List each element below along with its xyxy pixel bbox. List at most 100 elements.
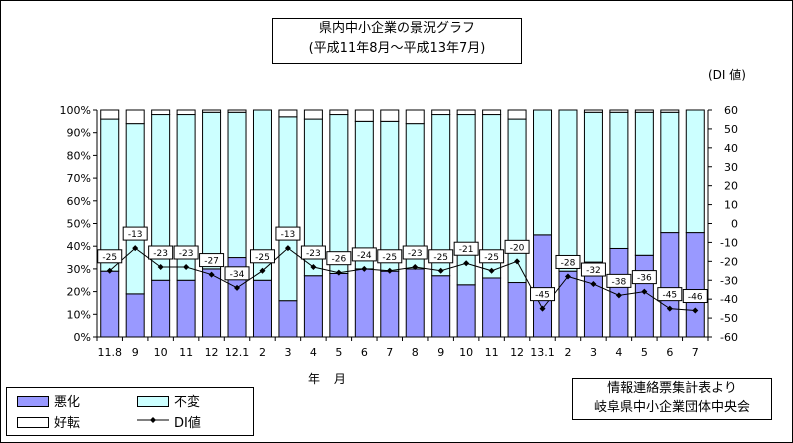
di-label-box (326, 251, 352, 266)
x-tick-label: 5 (641, 346, 648, 359)
bar-good (176, 109, 196, 116)
x-tick-label: 11 (485, 346, 499, 359)
di-point (463, 260, 470, 267)
di-data-label: -32 (586, 266, 601, 276)
di-label-box (122, 226, 148, 241)
di-point (564, 273, 571, 280)
di-label-box (275, 226, 301, 241)
di-data-label: -13 (281, 230, 296, 240)
bar-unchanged (507, 118, 527, 284)
bar-good (202, 109, 222, 113)
bar-unchanged (202, 111, 222, 270)
di-label-box (97, 249, 123, 264)
di-point (310, 264, 317, 271)
di-point (183, 264, 190, 271)
bar-unchanged (227, 111, 247, 259)
di-point (412, 264, 419, 271)
right-tick-label: 50 (724, 123, 738, 136)
bar-good (660, 109, 680, 113)
bar-bad (278, 300, 298, 338)
bar-unchanged (329, 114, 349, 274)
bar-unchanged (278, 116, 298, 302)
left-tick-label: 40% (67, 240, 91, 253)
bar-bad (533, 234, 553, 338)
di-point (106, 267, 113, 274)
bar-good (405, 109, 425, 125)
right-tick-label: -30 (720, 274, 738, 287)
legend-label-unchanged: 不変 (174, 395, 201, 410)
di-point (284, 245, 291, 252)
bar-bad (405, 268, 425, 338)
bar-bad (507, 282, 527, 338)
x-tick-label: 7 (692, 346, 699, 359)
bar-unchanged (634, 111, 654, 256)
di-data-label: -24 (357, 251, 372, 261)
bar-bad (354, 268, 374, 338)
bar-good (354, 109, 374, 122)
left-tick-label: 30% (67, 263, 91, 276)
di-label-box (377, 249, 403, 264)
di-label-box (224, 266, 250, 281)
di-line (109, 247, 696, 312)
x-tick-label: 2 (564, 346, 571, 359)
bar-unchanged (558, 109, 578, 272)
bar-bad (685, 232, 705, 338)
chart-title: 県内中小企業の景況グラフ (平成11年8月～平成13年7月) (272, 18, 522, 64)
x-tick-label: 10 (459, 346, 473, 359)
bar-unchanged (252, 109, 272, 281)
bar-bad (660, 232, 680, 338)
x-tick-label: 4 (615, 346, 622, 359)
di-data-label: -23 (179, 249, 194, 259)
di-point (666, 305, 673, 312)
right-axis-unit-label: (DI 値) (708, 68, 746, 82)
bar-good (456, 109, 476, 116)
x-axis-unit-label: 年 月 (308, 372, 346, 386)
left-tick-label: 100% (60, 104, 91, 117)
right-tick-label: -50 (720, 312, 738, 325)
di-data-label: -45 (662, 291, 677, 301)
di-label-box (148, 245, 174, 260)
di-point (234, 284, 241, 291)
title-line-2: (平成11年8月～平成13年7月) (308, 41, 486, 56)
bar-bad (482, 277, 502, 338)
di-label-box (530, 287, 556, 302)
bar-good (634, 109, 654, 113)
left-tick-label: 70% (67, 172, 91, 185)
bar-unchanged (583, 111, 603, 263)
di-data-label: -26 (332, 255, 347, 265)
x-tick-label: 9 (132, 346, 139, 359)
x-tick-label: 11.8 (97, 346, 122, 359)
bar-good (583, 109, 603, 113)
bar-good (329, 109, 349, 116)
bar-good (482, 109, 502, 116)
di-point (514, 258, 521, 265)
di-label-box (249, 249, 275, 264)
x-tick-label: 8 (412, 346, 419, 359)
di-label-box (504, 239, 530, 254)
bar-unchanged (354, 120, 374, 270)
left-tick-label: 20% (67, 286, 91, 299)
left-tick-label: 50% (67, 218, 91, 231)
x-tick-label: 12.1 (225, 346, 250, 359)
di-data-label: -27 (204, 257, 219, 267)
bar-good (151, 109, 171, 116)
left-tick-label: 90% (67, 127, 91, 140)
di-point (386, 267, 393, 274)
legend-label-di: DI値 (174, 416, 201, 431)
bar-unchanged (100, 118, 120, 272)
bar-bad (202, 268, 222, 338)
di-data-label: -23 (408, 249, 423, 259)
x-tick-label: 4 (310, 346, 317, 359)
x-tick-label: 10 (154, 346, 168, 359)
right-tick-label: 40 (724, 142, 738, 155)
di-data-label: -25 (484, 253, 499, 263)
bar-unchanged (609, 111, 629, 249)
right-tick-label: -20 (720, 255, 738, 268)
di-point (132, 245, 139, 252)
bar-good (100, 109, 120, 120)
di-point (590, 281, 597, 288)
plot-area (97, 110, 708, 337)
di-label-box (479, 249, 505, 264)
di-data-label: -34 (230, 270, 245, 280)
di-data-label: -25 (433, 253, 448, 263)
